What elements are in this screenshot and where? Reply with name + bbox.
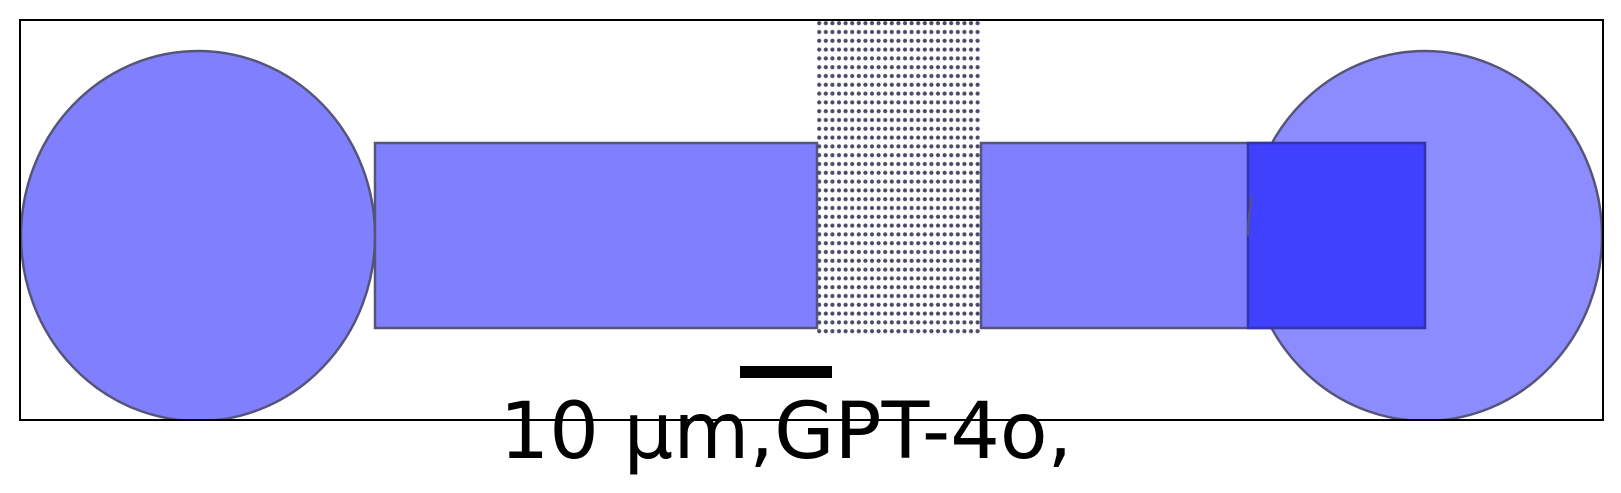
overlap-arc xyxy=(1246,195,1253,237)
frame-border xyxy=(19,19,1604,421)
left-rect-lead xyxy=(373,141,819,330)
caption-text: 10 μm,GPT-4o, xyxy=(500,387,1073,477)
overlap-region xyxy=(1246,141,1427,330)
left-circle-pad xyxy=(20,49,377,420)
dotted-channel xyxy=(815,20,982,335)
scale-bar xyxy=(740,366,832,378)
